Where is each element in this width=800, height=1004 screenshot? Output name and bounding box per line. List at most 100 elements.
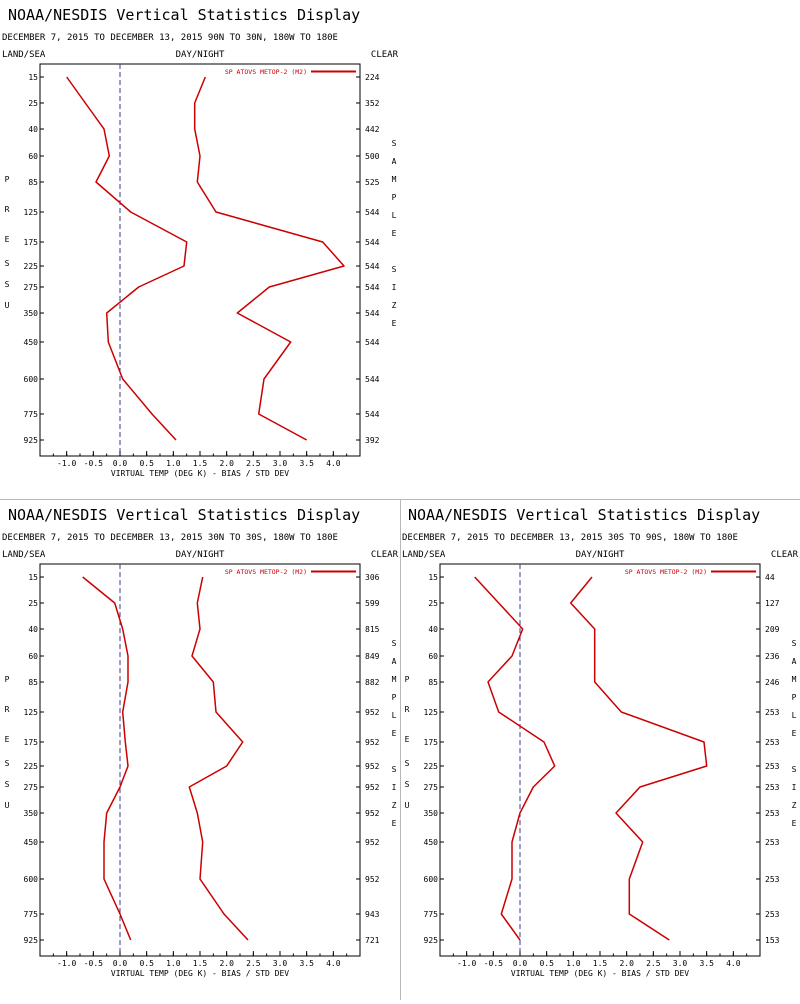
sample-size-label: 127 bbox=[765, 599, 780, 608]
day-night-header: DAY/NIGHT bbox=[176, 550, 225, 560]
sample-size-axis-letter: A bbox=[392, 157, 397, 166]
pressure-axis-letter: S bbox=[5, 259, 10, 268]
sample-size-label: 544 bbox=[365, 238, 380, 247]
x-tick-label: 3.5 bbox=[699, 959, 714, 968]
x-tick-label: -1.0 bbox=[457, 959, 476, 968]
sample-size-label: 253 bbox=[765, 910, 780, 919]
sample-size-label: 306 bbox=[365, 573, 380, 582]
chart-subtitle: DECEMBER 7, 2015 TO DECEMBER 13, 2015 30… bbox=[402, 533, 738, 543]
pressure-label: 60 bbox=[428, 652, 438, 661]
x-axis-label: VIRTUAL TEMP (DEG K) - BIAS / STD DEV bbox=[111, 469, 289, 478]
sample-size-label: 849 bbox=[365, 652, 380, 661]
sample-size-axis-letter: S bbox=[392, 639, 397, 648]
sample-size-label: 952 bbox=[365, 762, 380, 771]
pressure-label: 225 bbox=[424, 762, 439, 771]
pressure-axis-letter: E bbox=[5, 235, 10, 244]
sample-size-axis-letter: P bbox=[392, 693, 397, 702]
sample-size-axis-letter: P bbox=[392, 193, 397, 202]
sample-size-label: 544 bbox=[365, 208, 380, 217]
pressure-label: 125 bbox=[24, 208, 39, 217]
sample-size-label: 952 bbox=[365, 875, 380, 884]
sample-size-axis-letter: L bbox=[792, 711, 797, 720]
chart-svg: NOAA/NESDIS Vertical Statistics Display D… bbox=[2, 0, 399, 478]
sample-size-label: 952 bbox=[365, 783, 380, 792]
pressure-axis-letter: E bbox=[5, 735, 10, 744]
pressure-axis-letter: U bbox=[5, 301, 10, 310]
sample-size-axis-letter: E bbox=[792, 729, 797, 738]
legend-label: SP ATOVS METOP-2 (M2) bbox=[625, 568, 707, 576]
chart-title: NOAA/NESDIS Vertical Statistics Display bbox=[8, 506, 360, 524]
x-axis-label: VIRTUAL TEMP (DEG K) - BIAS / STD DEV bbox=[511, 969, 689, 978]
x-tick-label: 2.5 bbox=[646, 959, 661, 968]
sample-size-axis-letter: S bbox=[392, 765, 397, 774]
sample-size-label: 952 bbox=[365, 838, 380, 847]
pressure-label: 25 bbox=[428, 599, 438, 608]
pressure-axis-letter: R bbox=[5, 205, 10, 214]
pressure-label: 175 bbox=[424, 738, 439, 747]
sample-size-label: 882 bbox=[365, 678, 380, 687]
pressure-label: 15 bbox=[428, 573, 438, 582]
pressure-axis-letter: S bbox=[5, 280, 10, 289]
sample-size-label: 253 bbox=[765, 838, 780, 847]
pressure-label: 925 bbox=[424, 936, 439, 945]
sample-size-axis-letter: E bbox=[392, 319, 397, 328]
sample-size-label: 442 bbox=[365, 125, 380, 134]
x-tick-label: 2.5 bbox=[246, 959, 261, 968]
pressure-label: 775 bbox=[24, 410, 39, 419]
sample-size-axis-letter: E bbox=[792, 819, 797, 828]
land-sea-header: LAND/SEA bbox=[2, 550, 46, 560]
bias-line bbox=[82, 576, 132, 941]
sample-size-axis-letter: Z bbox=[792, 801, 797, 810]
sample-size-axis-letter: P bbox=[792, 693, 797, 702]
x-tick-label: 0.0 bbox=[513, 959, 528, 968]
chart-svg: NOAA/NESDIS Vertical Statistics Display D… bbox=[402, 493, 799, 978]
sample-size-axis-letter: E bbox=[392, 229, 397, 238]
pressure-label: 40 bbox=[28, 125, 38, 134]
x-tick-label: -1.0 bbox=[57, 959, 76, 968]
pressure-label: 600 bbox=[24, 375, 39, 384]
x-tick-label: 1.5 bbox=[193, 459, 208, 468]
sample-size-label: 721 bbox=[365, 936, 380, 945]
sample-size-label: 952 bbox=[365, 708, 380, 717]
sample-size-label: 352 bbox=[365, 99, 380, 108]
land-sea-header: LAND/SEA bbox=[402, 550, 446, 560]
std-dev-line bbox=[188, 576, 249, 941]
pressure-label: 275 bbox=[24, 283, 39, 292]
pressure-label: 450 bbox=[24, 838, 39, 847]
sample-size-label: 236 bbox=[765, 652, 780, 661]
sample-size-label: 525 bbox=[365, 178, 380, 187]
x-tick-label: -0.5 bbox=[484, 959, 503, 968]
pressure-axis-letter: P bbox=[5, 175, 10, 184]
x-tick-label: 2.0 bbox=[219, 459, 234, 468]
x-tick-label: 0.5 bbox=[539, 959, 554, 968]
sample-size-label: 253 bbox=[765, 708, 780, 717]
chart-subtitle: DECEMBER 7, 2015 TO DECEMBER 13, 2015 30… bbox=[2, 533, 338, 543]
x-tick-label: 0.5 bbox=[139, 959, 154, 968]
pressure-label: 175 bbox=[24, 238, 39, 247]
sample-size-axis-letter: S bbox=[392, 139, 397, 148]
x-tick-label: 2.0 bbox=[619, 959, 634, 968]
sample-size-axis-letter: E bbox=[392, 819, 397, 828]
pressure-label: 225 bbox=[24, 762, 39, 771]
sample-size-label: 392 bbox=[365, 436, 380, 445]
x-tick-label: 1.0 bbox=[166, 459, 181, 468]
pressure-label: 125 bbox=[424, 708, 439, 717]
chart-title: NOAA/NESDIS Vertical Statistics Display bbox=[408, 506, 760, 524]
sample-size-label: 224 bbox=[365, 73, 380, 82]
sample-size-label: 599 bbox=[365, 599, 380, 608]
x-tick-label: 3.5 bbox=[299, 959, 314, 968]
sample-size-axis-letter: I bbox=[392, 783, 397, 792]
chart-svg: NOAA/NESDIS Vertical Statistics Display D… bbox=[2, 493, 399, 978]
sample-size-label: 544 bbox=[365, 410, 380, 419]
sample-size-axis-letter: Z bbox=[392, 301, 397, 310]
x-tick-label: 3.0 bbox=[273, 959, 288, 968]
clear-header: CLEAR bbox=[371, 50, 399, 60]
pressure-label: 25 bbox=[28, 599, 38, 608]
x-tick-label: 4.0 bbox=[726, 959, 741, 968]
sample-size-label: 544 bbox=[365, 309, 380, 318]
x-axis-label: VIRTUAL TEMP (DEG K) - BIAS / STD DEV bbox=[111, 969, 289, 978]
sample-size-label: 943 bbox=[365, 910, 380, 919]
sample-size-label: 952 bbox=[365, 738, 380, 747]
sample-size-axis-letter: M bbox=[392, 675, 397, 684]
pressure-axis-letter: S bbox=[405, 759, 410, 768]
